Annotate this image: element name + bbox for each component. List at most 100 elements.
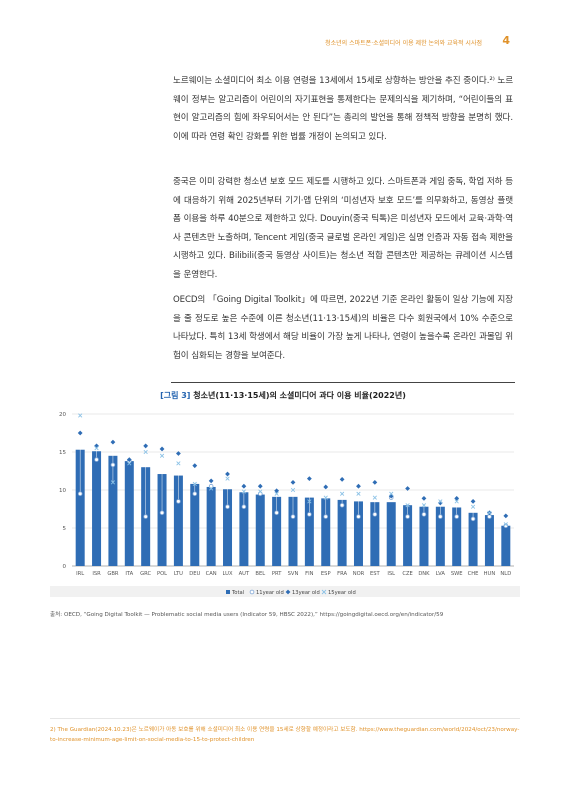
- marker-13yo: [159, 446, 165, 452]
- bar-est: [370, 502, 380, 566]
- x-tick-label: EST: [370, 571, 381, 577]
- marker-15yo: [110, 480, 116, 485]
- marker-15yo: [372, 495, 377, 500]
- marker-15yo: [143, 449, 148, 455]
- marker-15yo: [290, 487, 296, 493]
- marker-11yo: [176, 499, 181, 504]
- bar-ita: [124, 461, 134, 566]
- marker-11yo: [192, 491, 198, 497]
- y-tick-label: 0: [63, 564, 67, 570]
- marker-11yo: [241, 504, 247, 510]
- marker-13yo: [225, 471, 230, 477]
- marker-11yo: [274, 510, 279, 516]
- marker-15yo: [356, 491, 361, 496]
- marker-15yo: [454, 499, 459, 504]
- legend-band: [50, 586, 520, 597]
- x-tick-label: LTU: [174, 571, 183, 577]
- marker-11yo: [405, 514, 410, 519]
- marker-13yo: [143, 443, 149, 449]
- x-tick-label: BEL: [255, 571, 265, 577]
- bar-che: [468, 512, 478, 566]
- marker-15yo: [94, 446, 99, 451]
- marker-15yo: [225, 476, 230, 481]
- marker-13yo: [77, 430, 83, 436]
- x-tick-label: FRA: [337, 571, 347, 577]
- figure-title: [그림 3] 청소년(11·13·15세)의 소셜미디어 과다 이용 비율(20…: [0, 390, 566, 401]
- bar-pol: [157, 474, 167, 566]
- marker-13yo: [241, 483, 247, 489]
- marker-13yo: [306, 476, 312, 481]
- x-tick-label: DEU: [189, 571, 200, 577]
- paragraph-text: 중국은 이미 강력한 청소년 보호 모드 제도를 시행하고 있다. 스마트폰과 …: [173, 177, 513, 280]
- y-tick-label: 5: [63, 526, 67, 532]
- bar-irl: [75, 449, 85, 566]
- figure-source: 출처: OECD, “Going Digital Toolkit — Probl…: [50, 612, 444, 618]
- marker-11yo: [290, 514, 296, 519]
- marker-13yo: [176, 451, 181, 456]
- paragraph-china: 중국은 이미 강력한 청소년 보호 모드 제도를 시행하고 있다. 스마트폰과 …: [173, 173, 513, 284]
- marker-15yo: [241, 489, 247, 494]
- x-tick-label: SWE: [451, 571, 463, 577]
- marker-15yo: [487, 510, 492, 515]
- marker-11yo: [143, 514, 148, 519]
- marker-15yo: [258, 489, 263, 494]
- marker-11yo: [339, 502, 345, 508]
- marker-15yo: [78, 413, 83, 418]
- bar-aut: [239, 492, 249, 566]
- running-header: 청소년의 스마트폰·소셜미디어 이용 제한 논의와 교육적 시사점 4: [180, 34, 510, 50]
- marker-13yo: [437, 500, 443, 506]
- marker-13yo: [388, 493, 394, 499]
- marker-11yo: [438, 514, 443, 519]
- marker-11yo: [77, 491, 83, 497]
- x-tick-label: POL: [157, 571, 167, 577]
- figure-tag: [그림 3]: [160, 391, 191, 400]
- x-tick-label: CAN: [206, 571, 217, 577]
- x-tick-label: CZE: [402, 571, 412, 577]
- marker-13yo: [470, 499, 476, 504]
- bar-can: [206, 486, 216, 566]
- x-tick-label: DNK: [418, 571, 430, 577]
- legend-label-13yo: 13year old: [292, 590, 320, 596]
- marker-13yo: [192, 463, 198, 469]
- bar-gbr: [108, 455, 118, 566]
- marker-15yo: [339, 491, 345, 496]
- marker-15yo: [389, 491, 394, 496]
- y-tick-label: 15: [59, 450, 66, 456]
- x-tick-label: NOR: [353, 571, 365, 577]
- bar-chart: 0 5 10 15 20 IRL ISR GBR ITA GRC POL LTU DEU CAN LUX AU…: [50, 406, 520, 606]
- marker-15yo: [438, 499, 443, 504]
- x-tick-label: AUT: [239, 571, 250, 577]
- paragraph-norway: 노르웨이는 소셜미디어 최소 이용 연령을 13세에서 15세로 상향하는 방안…: [173, 72, 513, 146]
- marker-11yo: [323, 514, 329, 519]
- marker-13yo: [323, 484, 329, 490]
- bar-prt: [272, 496, 282, 566]
- marker-13yo: [503, 513, 509, 519]
- marker-15yo: [405, 503, 410, 508]
- x-tick-label: ITA: [125, 571, 133, 577]
- legend-label-15yo: 15year old: [328, 590, 356, 596]
- marker-11yo: [225, 504, 230, 510]
- x-tick-label: CHE: [468, 571, 479, 577]
- bar-nor: [353, 501, 363, 566]
- marker-15yo: [127, 461, 132, 466]
- x-tick-label: ISL: [387, 571, 395, 577]
- footnote-rule: [50, 718, 520, 719]
- x-tick-label: NLD: [500, 571, 511, 577]
- y-tick-label: 20: [59, 412, 66, 418]
- marker-13yo: [405, 486, 410, 491]
- legend-label-11yo: 11year old: [256, 590, 284, 596]
- marker-15yo: [307, 499, 312, 504]
- marker-13yo: [372, 480, 378, 485]
- x-tick-label: ISR: [92, 571, 101, 577]
- paragraph-text: OECD의 「Going Digital Toolkit」에 따르면, 2022…: [173, 295, 513, 361]
- marker-13yo: [290, 480, 296, 485]
- marker-13yo: [208, 478, 214, 484]
- bar-fin: [304, 497, 314, 566]
- x-tick-label: FIN: [305, 571, 314, 577]
- bar-lux: [223, 489, 233, 566]
- bar-isl: [386, 502, 396, 566]
- marker-11yo: [307, 512, 312, 517]
- marker-11yo: [110, 462, 116, 468]
- marker-15yo: [192, 481, 197, 487]
- marker-13yo: [257, 483, 263, 489]
